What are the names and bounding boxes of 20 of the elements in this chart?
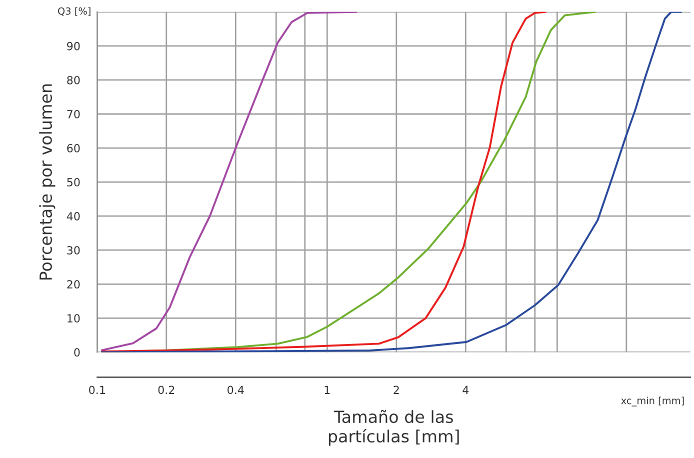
y-tick-label: 10 <box>68 314 80 323</box>
y-tick-label: 0 <box>74 348 80 357</box>
x-tick-label: 0.4 <box>228 386 244 394</box>
text: xc_min [mm] <box>621 396 684 406</box>
x-axis-title: Tamaño de las partículas [mm] <box>328 410 459 446</box>
text: Q3 [%] <box>58 7 90 16</box>
y-tick-label: 70 <box>67 110 80 118</box>
y-tick-label: 60 <box>67 144 80 152</box>
x-tick-label: 4 <box>462 386 469 394</box>
y-tick-label: 30 <box>67 246 80 254</box>
y-tick-label: 40 <box>66 212 80 220</box>
x-tick-label: 2 <box>394 386 399 394</box>
x-tick-label: 0.1 <box>89 386 105 394</box>
y-tick-label: 50 <box>67 178 80 186</box>
y-tick-label: 20 <box>67 280 80 289</box>
y-tick-label: 80 <box>67 76 80 84</box>
x-tick-label: 1 <box>324 386 330 394</box>
y-axis-title: Porcentaje por volumen <box>39 84 56 280</box>
x-tick-label: 0.2 <box>158 386 174 394</box>
y-tick-label: 90 <box>67 42 80 50</box>
